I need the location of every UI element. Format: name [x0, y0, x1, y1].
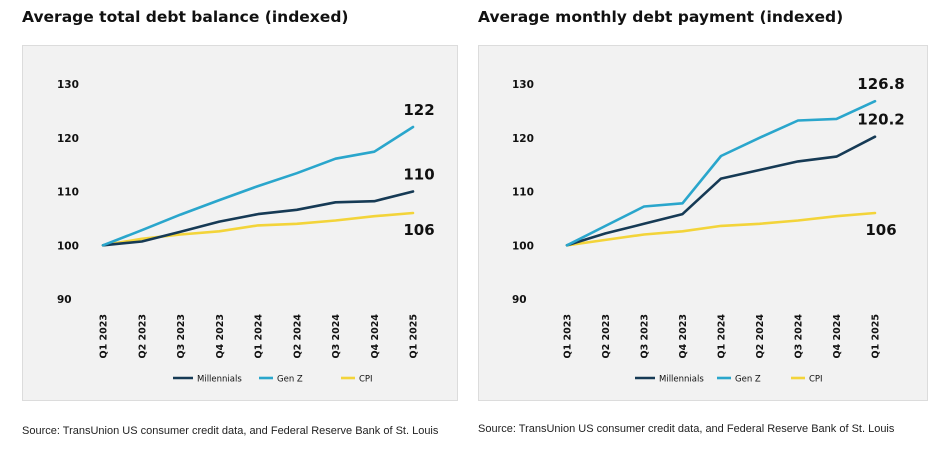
series-line-gen-z [565, 99, 877, 247]
y-tick-label: 110 [57, 187, 79, 199]
data-label-end: 106 [403, 221, 434, 239]
x-tick-label: Q2 2024 [292, 314, 303, 359]
y-tick-label: 130 [57, 79, 79, 91]
legend-label: Gen Z [735, 375, 761, 385]
data-label-end: 110 [403, 166, 434, 184]
legend-label: Millennials [197, 375, 242, 385]
x-tick-label: Q4 2023 [215, 314, 226, 358]
data-label-end: 106 [865, 221, 896, 239]
series-line-gen-z [101, 125, 415, 247]
x-tick-label: Q2 2023 [137, 314, 148, 358]
legend-label: Gen Z [277, 375, 303, 385]
data-label-end: 122 [403, 101, 434, 119]
x-tick-label: Q4 2023 [678, 314, 689, 358]
line-chart-debt-balance: 90 100 110 120 130 Q1 2023 Q2 2023 Q3 2023 Q4 20… [57, 79, 435, 385]
legend-label: CPI [809, 375, 823, 385]
y-tick-label: 130 [512, 79, 534, 91]
x-tick-label: Q3 2024 [331, 314, 342, 359]
x-tick-label: Q1 2023 [563, 314, 574, 358]
chart-area: 90 100 110 120 130 Q1 2023 Q2 2023 Q3 2023 Q4 20… [22, 45, 458, 401]
y-tick-label: 120 [512, 133, 534, 145]
x-tick-label: Q4 2024 [370, 314, 381, 359]
x-tick-label: Q3 2023 [640, 314, 651, 358]
data-label-end: 126.8 [857, 75, 904, 93]
x-tick-label: Q1 2025 [871, 314, 882, 358]
x-tick-label: Q1 2025 [409, 314, 420, 358]
x-tick-label: Q3 2024 [794, 314, 805, 359]
x-tick-label: Q1 2024 [717, 314, 728, 359]
y-tick-label: 100 [57, 240, 79, 252]
series-line-cpi [565, 211, 877, 247]
series-line-millennials [565, 135, 877, 247]
y-tick-label: 110 [512, 187, 534, 199]
x-tick-label: Q1 2024 [254, 314, 265, 359]
x-tick-label: Q2 2024 [755, 314, 766, 359]
line-chart-monthly-payment: 90 100 110 120 130 Q1 2023 Q2 2023 Q3 2023 Q4 20… [512, 75, 905, 385]
source-note: Source: TransUnion US consumer credit da… [478, 423, 895, 435]
y-tick-label: 120 [57, 133, 79, 145]
chart-title: Average total debt balance (indexed) [22, 8, 349, 26]
y-tick-label: 90 [57, 294, 72, 306]
legend-label: Millennials [659, 375, 704, 385]
chart-area: 90 100 110 120 130 Q1 2023 Q2 2023 Q3 2023 Q4 20… [478, 45, 928, 401]
x-tick-label: Q2 2023 [601, 314, 612, 358]
x-tick-label: Q3 2023 [176, 314, 187, 358]
x-tick-label: Q1 2023 [99, 314, 110, 358]
x-tick-label: Q4 2024 [832, 314, 843, 359]
y-tick-label: 100 [512, 240, 534, 252]
source-note: Source: TransUnion US consumer credit da… [22, 425, 439, 437]
series-line-millennials [101, 190, 415, 247]
chart-title: Average monthly debt payment (indexed) [478, 8, 844, 26]
data-label-end: 120.2 [857, 111, 904, 129]
y-tick-label: 90 [512, 294, 527, 306]
legend-label: CPI [359, 375, 373, 385]
